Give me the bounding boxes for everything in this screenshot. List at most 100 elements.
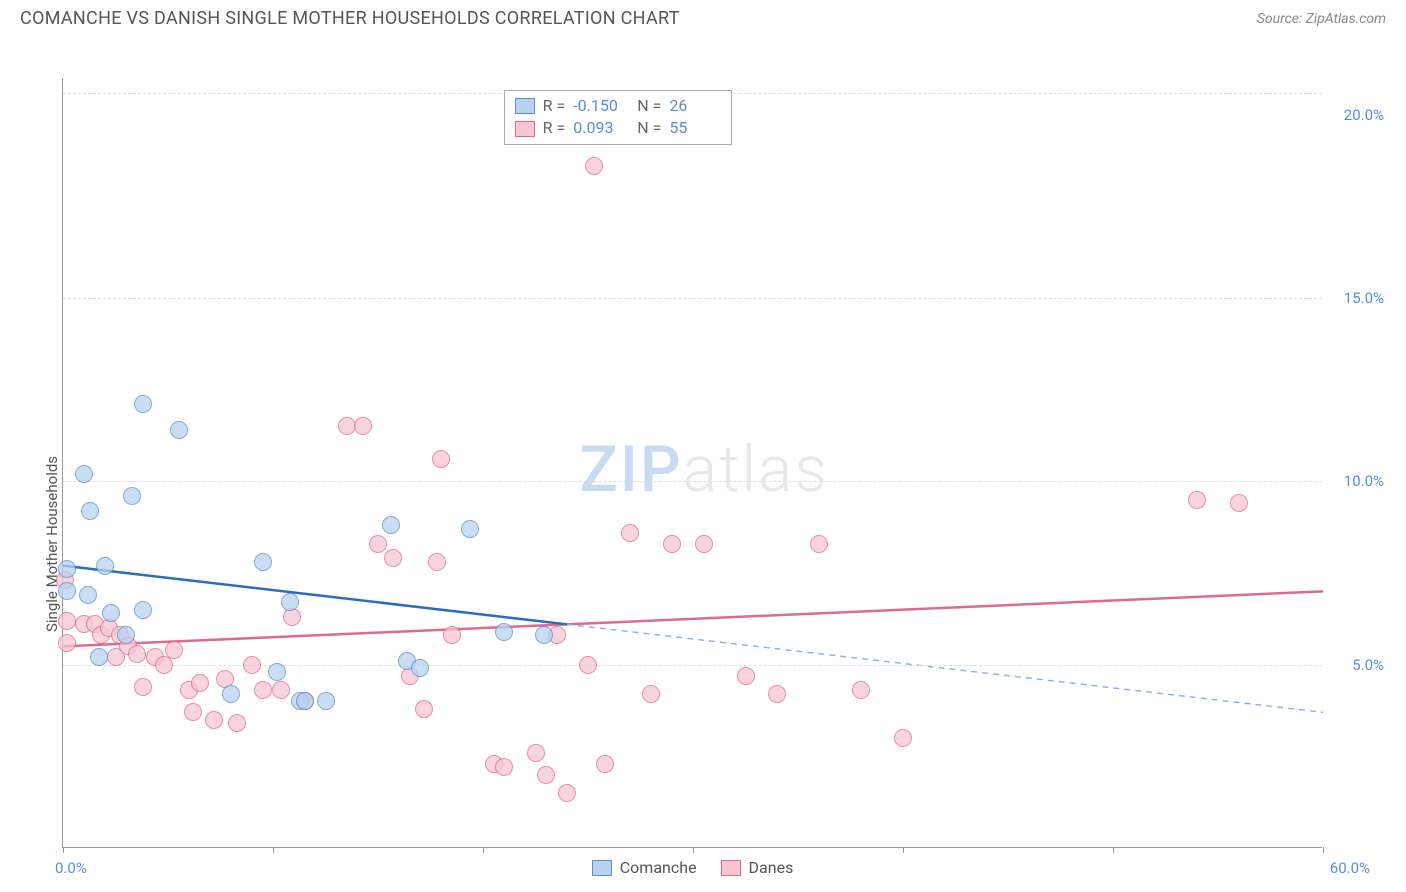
- scatter-point-comanche: [495, 623, 513, 641]
- scatter-point-danes: [1230, 494, 1248, 512]
- y-axis-title: Single Mother Households: [43, 456, 61, 632]
- watermark-atlas: atlas: [683, 432, 829, 507]
- plot-area: 5.0%10.0%15.0%20.0%0.0%60.0%Single Mothe…: [62, 78, 1322, 848]
- scatter-point-danes: [338, 417, 356, 435]
- scatter-point-danes: [58, 612, 76, 630]
- scatter-point-danes: [579, 656, 597, 674]
- scatter-point-danes: [737, 667, 755, 685]
- scatter-point-danes: [58, 634, 76, 652]
- x-tick: [1113, 847, 1114, 853]
- legend-swatch: [721, 860, 741, 876]
- scatter-point-danes: [443, 626, 461, 644]
- scatter-point-danes: [852, 681, 870, 699]
- scatter-point-comanche: [81, 502, 99, 520]
- legend-r-value: -0.150: [573, 95, 625, 117]
- scatter-point-comanche: [296, 692, 314, 710]
- y-tick-label: 15.0%: [1344, 289, 1384, 307]
- scatter-point-danes: [810, 535, 828, 553]
- x-tick: [273, 847, 274, 853]
- scatter-point-danes: [134, 678, 152, 696]
- scatter-point-danes: [228, 714, 246, 732]
- scatter-point-danes: [537, 766, 555, 784]
- scatter-point-danes: [243, 656, 261, 674]
- scatter-point-danes: [369, 535, 387, 553]
- trend-line: [63, 591, 1323, 646]
- scatter-point-comanche: [90, 648, 108, 666]
- scatter-point-comanche: [382, 516, 400, 534]
- scatter-point-danes: [184, 703, 202, 721]
- scatter-point-comanche: [117, 626, 135, 644]
- legend-swatch: [592, 860, 612, 876]
- x-tick: [63, 847, 64, 853]
- scatter-point-danes: [354, 417, 372, 435]
- x-axis-label-max: 60.0%: [1330, 859, 1370, 877]
- scatter-point-danes: [191, 674, 209, 692]
- scatter-point-danes: [432, 450, 450, 468]
- scatter-point-comanche: [254, 553, 272, 571]
- scatter-point-comanche: [58, 582, 76, 600]
- legend-n-label: N =: [633, 117, 661, 139]
- scatter-point-danes: [768, 685, 786, 703]
- scatter-point-danes: [1188, 491, 1206, 509]
- x-axis-label-min: 0.0%: [55, 859, 87, 877]
- scatter-point-danes: [205, 711, 223, 729]
- source-prefix: Source:: [1257, 11, 1306, 27]
- gridline: [63, 481, 1322, 482]
- scatter-point-danes: [495, 758, 513, 776]
- scatter-point-danes: [428, 553, 446, 571]
- scatter-point-comanche: [102, 604, 120, 622]
- legend-n-value: 55: [669, 117, 721, 139]
- source-name: ZipAtlas.com: [1306, 11, 1386, 27]
- legend-series-item: Comanche: [592, 858, 697, 877]
- scatter-point-danes: [663, 535, 681, 553]
- scatter-point-comanche: [79, 586, 97, 604]
- scatter-point-comanche: [134, 601, 152, 619]
- legend-r-label: R =: [543, 95, 566, 117]
- legend-stats: R = -0.150 N = 26 R = 0.093 N = 55: [504, 90, 733, 145]
- legend-r-value: 0.093: [573, 117, 625, 139]
- x-tick: [1323, 847, 1324, 853]
- scatter-point-danes: [165, 641, 183, 659]
- watermark: ZIPatlas: [579, 432, 829, 507]
- legend-r-label: R =: [543, 117, 566, 139]
- legend-n-label: N =: [633, 95, 661, 117]
- watermark-zip: ZIP: [579, 432, 683, 507]
- scatter-point-comanche: [134, 395, 152, 413]
- scatter-point-comanche: [58, 560, 76, 578]
- scatter-point-danes: [384, 549, 402, 567]
- scatter-point-comanche: [535, 626, 553, 644]
- source-attribution: Source: ZipAtlas.com: [1257, 11, 1386, 27]
- scatter-point-comanche: [317, 692, 335, 710]
- scatter-point-danes: [596, 755, 614, 773]
- scatter-point-danes: [128, 645, 146, 663]
- legend-series-item: Danes: [721, 858, 794, 877]
- chart-header: COMANCHE VS DANISH SINGLE MOTHER HOUSEHO…: [0, 0, 1406, 33]
- legend-series-label: Comanche: [620, 858, 697, 877]
- scatter-point-danes: [272, 681, 290, 699]
- legend-swatch: [515, 98, 535, 114]
- scatter-point-danes: [415, 700, 433, 718]
- scatter-point-danes: [894, 729, 912, 747]
- scatter-point-danes: [621, 524, 639, 542]
- scatter-point-danes: [254, 681, 272, 699]
- scatter-point-danes: [527, 744, 545, 762]
- scatter-point-comanche: [123, 487, 141, 505]
- scatter-point-comanche: [170, 421, 188, 439]
- scatter-point-comanche: [281, 593, 299, 611]
- trend-lines-layer: [63, 78, 1323, 848]
- legend-stats-row: R = -0.150 N = 26: [515, 95, 722, 117]
- legend-n-value: 26: [669, 95, 721, 117]
- trend-line: [567, 624, 1323, 712]
- chart-title: COMANCHE VS DANISH SINGLE MOTHER HOUSEHO…: [20, 8, 680, 29]
- scatter-point-comanche: [75, 465, 93, 483]
- scatter-point-comanche: [96, 557, 114, 575]
- legend-swatch: [515, 121, 535, 137]
- scatter-point-comanche: [268, 663, 286, 681]
- x-tick: [903, 847, 904, 853]
- scatter-point-danes: [558, 784, 576, 802]
- legend-stats-row: R = 0.093 N = 55: [515, 117, 722, 139]
- legend-series: Comanche Danes: [592, 858, 794, 877]
- scatter-point-comanche: [222, 685, 240, 703]
- x-tick: [483, 847, 484, 853]
- scatter-point-comanche: [411, 659, 429, 677]
